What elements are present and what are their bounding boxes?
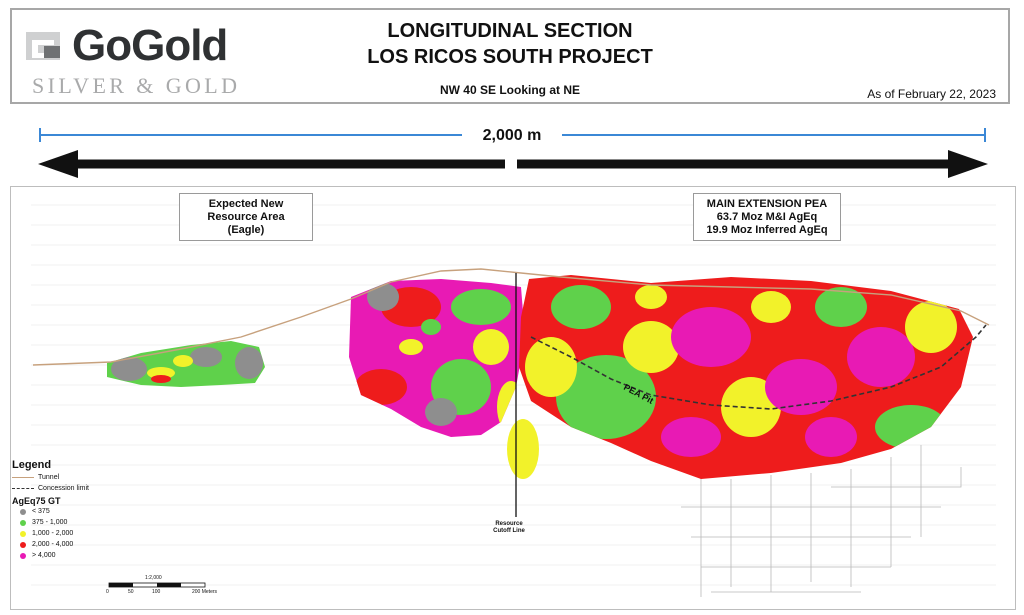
legend-grade-swatch-1 bbox=[20, 519, 26, 526]
legend-grade-row-0: < 375 bbox=[12, 506, 108, 517]
page-title-line2: LOS RICOS SOUTH PROJECT bbox=[367, 46, 653, 68]
eagle-box-line3: (Eagle) bbox=[227, 224, 265, 236]
pea-summary-box: MAIN EXTENSION PEA 63.7 Moz M&I AgEq 19.… bbox=[693, 193, 841, 241]
gogold-logo-mark-icon bbox=[26, 32, 60, 60]
legend-tunnel-label: Tunnel bbox=[38, 473, 60, 481]
legend-grade-row-3: 2,000 - 4,000 bbox=[12, 539, 108, 550]
pea-box-line3: 19.9 Moz Inferred AgEq bbox=[706, 224, 828, 236]
legend-grade-swatch-2 bbox=[20, 530, 26, 537]
legend-grade-label-1: 375 - 1,000 bbox=[32, 518, 68, 526]
as-of-date: As of February 22, 2023 bbox=[867, 87, 996, 101]
legend-grade-label-0: < 375 bbox=[32, 507, 50, 515]
eagle-box-line2: Resource Area bbox=[207, 211, 285, 223]
eagle-area-box: Expected New Resource Area (Eagle) bbox=[179, 193, 313, 241]
resource-cutoff-label: Resource Cutoff Line bbox=[484, 521, 534, 535]
legend-concession-swatch bbox=[12, 488, 34, 489]
gogold-logo: GoGold SILVER & GOLD bbox=[20, 16, 260, 100]
header-box bbox=[10, 8, 1010, 104]
legend-grade-row-4: > 4,000 bbox=[12, 550, 108, 561]
legend-grade-label-2: 1,000 - 2,000 bbox=[32, 529, 74, 537]
scalebar-title: 1:2,000 bbox=[145, 575, 162, 581]
pea-box-line2: 63.7 Moz M&I AgEq bbox=[716, 211, 818, 223]
scale-arrowhead-left bbox=[38, 150, 78, 178]
eagle-box-line1: Expected New bbox=[208, 198, 284, 210]
legend-grade-swatch-3 bbox=[20, 541, 26, 548]
legend-row-tunnel: Tunnel bbox=[12, 472, 108, 483]
map-scale-bar bbox=[108, 582, 206, 588]
legend-grade-row-1: 375 - 1,000 bbox=[12, 517, 108, 528]
cutoff-label-line1: Resource bbox=[495, 521, 523, 527]
legend-title: Legend bbox=[12, 459, 52, 471]
scale-arrowhead-right bbox=[948, 150, 988, 178]
legend: Legend Tunnel Concession limit AgEq75 GT… bbox=[12, 458, 108, 561]
longitudinal-section: PEA Pit Expected New Resource Area (Eagl… bbox=[10, 186, 1016, 610]
page-title-line1: LONGITUDINAL SECTION bbox=[387, 20, 633, 42]
logo-word: GoGold bbox=[72, 21, 228, 70]
concession-limit-line bbox=[530, 324, 987, 410]
legend-grade-label-3: 2,000 - 4,000 bbox=[32, 540, 74, 548]
legend-grade-label-4: > 4,000 bbox=[32, 551, 56, 559]
legend-concession-label: Concession limit bbox=[38, 484, 89, 492]
scale-length-label: 2,000 m bbox=[462, 127, 562, 145]
underground-workings bbox=[681, 445, 962, 597]
tunnel-line bbox=[32, 268, 990, 366]
ore-lobe-yellow-south bbox=[507, 419, 539, 479]
section-orientation: NW 40 SE Looking at NE bbox=[439, 83, 580, 97]
section-drawing: PEA Pit bbox=[31, 204, 996, 597]
scalebar-tick-0: 0 bbox=[106, 589, 109, 595]
logo-tagline: SILVER & GOLD bbox=[32, 73, 241, 98]
scalebar-tick-1: 50 bbox=[128, 589, 134, 595]
cutoff-label-line2: Cutoff Line bbox=[493, 528, 525, 534]
legend-grade-row-2: 1,000 - 2,000 bbox=[12, 528, 108, 539]
legend-grade-title: AgEq75 GT bbox=[12, 496, 61, 506]
legend-grade-swatch-0 bbox=[20, 508, 26, 515]
legend-grade-swatch-4 bbox=[20, 552, 26, 559]
ore-body-west bbox=[349, 279, 525, 437]
scalebar-tick-3: 200 Meters bbox=[192, 589, 218, 595]
ore-body-far-west bbox=[107, 341, 265, 387]
pea-box-line1: MAIN EXTENSION PEA bbox=[706, 198, 828, 210]
legend-tunnel-swatch bbox=[12, 477, 34, 478]
scalebar-tick-2: 100 bbox=[152, 589, 161, 595]
legend-row-concession: Concession limit bbox=[12, 483, 108, 494]
